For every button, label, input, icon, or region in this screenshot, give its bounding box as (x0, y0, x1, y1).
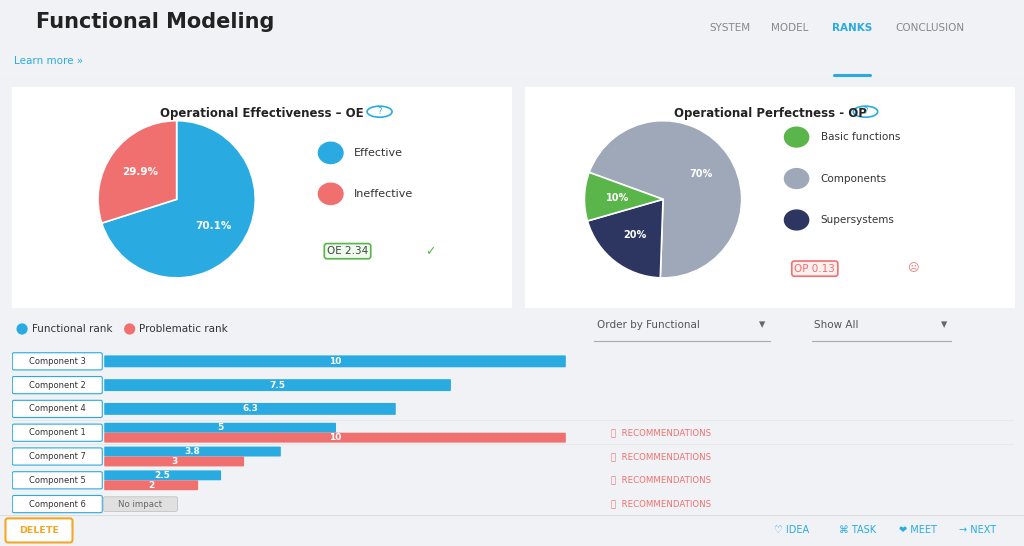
Text: ♡ IDEA: ♡ IDEA (774, 525, 810, 536)
Text: ▾: ▾ (759, 318, 765, 331)
Text: Component 3: Component 3 (29, 357, 86, 366)
Text: ⓘ  RECOMMENDATIONS: ⓘ RECOMMENDATIONS (611, 476, 711, 485)
Text: 2.5: 2.5 (155, 471, 171, 480)
Text: DELETE: DELETE (19, 526, 59, 535)
Circle shape (125, 324, 134, 334)
FancyBboxPatch shape (104, 470, 221, 480)
Text: 10: 10 (329, 357, 341, 366)
Text: Basic functions: Basic functions (821, 132, 900, 142)
FancyBboxPatch shape (104, 480, 198, 490)
Text: 20%: 20% (624, 230, 646, 240)
Circle shape (784, 169, 809, 188)
Circle shape (784, 127, 809, 147)
Text: Order by Functional: Order by Functional (597, 320, 700, 330)
FancyBboxPatch shape (12, 424, 102, 441)
Text: ⓘ  RECOMMENDATIONS: ⓘ RECOMMENDATIONS (611, 500, 711, 508)
Text: ❤ MEET: ❤ MEET (899, 525, 937, 536)
Text: Show All: Show All (814, 320, 859, 330)
Text: Component 7: Component 7 (29, 452, 86, 461)
Text: Components: Components (821, 174, 887, 183)
Wedge shape (589, 121, 741, 278)
FancyBboxPatch shape (104, 403, 395, 415)
Text: ?: ? (863, 107, 867, 116)
FancyBboxPatch shape (104, 423, 336, 432)
Text: 3: 3 (171, 457, 177, 466)
Text: ⓘ  RECOMMENDATIONS: ⓘ RECOMMENDATIONS (611, 428, 711, 437)
Text: MODEL: MODEL (771, 23, 809, 33)
Text: ▾: ▾ (941, 318, 947, 331)
Wedge shape (588, 199, 664, 278)
Text: ?: ? (377, 107, 382, 116)
FancyBboxPatch shape (12, 353, 102, 370)
FancyBboxPatch shape (520, 85, 1020, 311)
Text: Functional rank: Functional rank (32, 324, 113, 334)
Circle shape (318, 183, 343, 204)
Text: 70%: 70% (689, 169, 713, 179)
Text: Supersystems: Supersystems (821, 215, 895, 225)
Wedge shape (98, 121, 177, 223)
Text: 10%: 10% (606, 193, 629, 203)
Text: RANKS: RANKS (831, 23, 872, 33)
FancyBboxPatch shape (12, 448, 102, 465)
Text: 6.3: 6.3 (242, 405, 258, 413)
Text: SYSTEM: SYSTEM (710, 23, 751, 33)
Text: 5: 5 (217, 423, 223, 432)
Text: ☹: ☹ (906, 264, 919, 274)
FancyBboxPatch shape (7, 85, 517, 311)
Text: OE 2.34: OE 2.34 (327, 246, 369, 256)
FancyBboxPatch shape (5, 518, 73, 543)
Text: ✓: ✓ (425, 245, 436, 258)
FancyBboxPatch shape (104, 456, 244, 466)
Text: Component 1: Component 1 (29, 428, 86, 437)
Text: 3.8: 3.8 (184, 447, 201, 456)
FancyBboxPatch shape (104, 447, 281, 456)
FancyBboxPatch shape (104, 432, 566, 443)
Text: 29.9%: 29.9% (122, 168, 158, 177)
Text: Component 4: Component 4 (29, 405, 86, 413)
Text: Learn more »: Learn more » (14, 56, 83, 67)
Text: Component 5: Component 5 (29, 476, 86, 485)
Text: Functional Modeling: Functional Modeling (36, 12, 274, 32)
Text: Ineffective: Ineffective (353, 189, 413, 199)
Circle shape (318, 142, 343, 164)
FancyBboxPatch shape (104, 379, 451, 391)
Text: ⌘ TASK: ⌘ TASK (840, 525, 877, 536)
Text: OP 0.13: OP 0.13 (795, 264, 836, 274)
FancyBboxPatch shape (12, 472, 102, 489)
Text: 2: 2 (148, 480, 155, 490)
Wedge shape (101, 121, 255, 278)
Text: No impact: No impact (119, 500, 163, 508)
FancyBboxPatch shape (104, 355, 566, 367)
Text: Component 6: Component 6 (29, 500, 86, 508)
Wedge shape (585, 173, 664, 221)
Text: Component 2: Component 2 (29, 381, 86, 390)
FancyBboxPatch shape (12, 400, 102, 418)
Text: Operational Perfectness - OP: Operational Perfectness - OP (674, 107, 866, 120)
Circle shape (17, 324, 27, 334)
Text: → NEXT: → NEXT (959, 525, 996, 536)
Text: Operational Effectiveness – OE: Operational Effectiveness – OE (161, 107, 364, 120)
FancyBboxPatch shape (12, 377, 102, 394)
Text: Effective: Effective (353, 148, 402, 158)
Circle shape (784, 210, 809, 230)
Text: CONCLUSION: CONCLUSION (895, 23, 965, 33)
Text: 70.1%: 70.1% (196, 221, 231, 231)
Text: ⓘ  RECOMMENDATIONS: ⓘ RECOMMENDATIONS (611, 452, 711, 461)
FancyBboxPatch shape (103, 497, 177, 512)
Text: Problematic rank: Problematic rank (139, 324, 228, 334)
FancyBboxPatch shape (12, 495, 102, 513)
Text: 10: 10 (329, 433, 341, 442)
Text: 7.5: 7.5 (269, 381, 286, 390)
